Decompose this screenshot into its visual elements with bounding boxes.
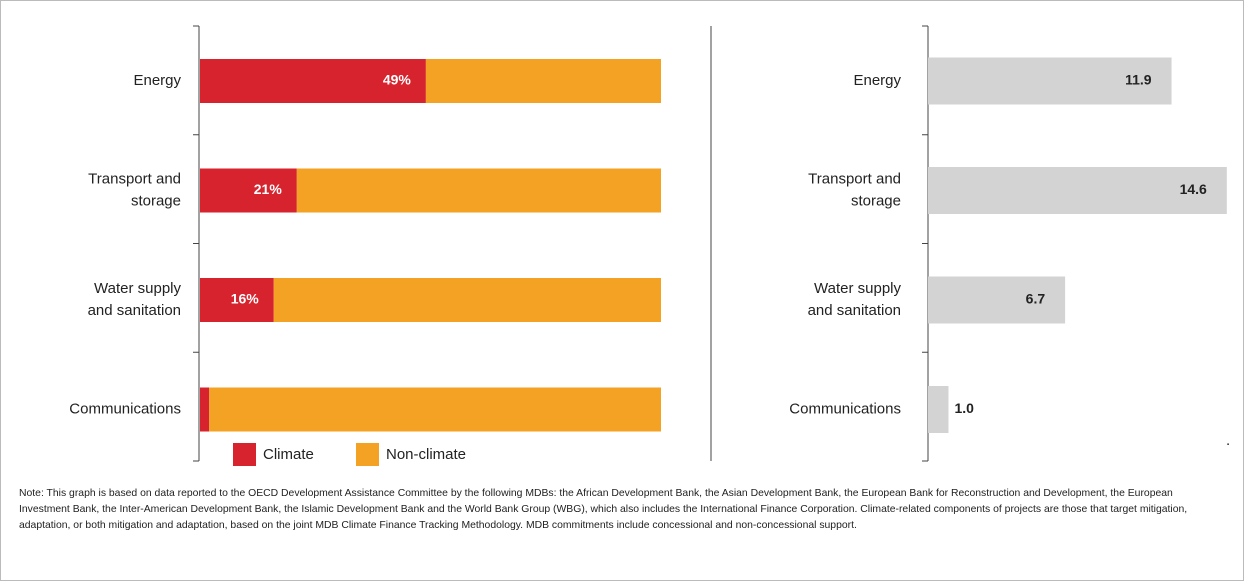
value-label: 49% [383, 72, 412, 88]
legend-label: Climate [263, 446, 314, 463]
note: Note: This graph is based on data report… [19, 488, 1188, 531]
bar [928, 167, 1227, 214]
dot: . [1226, 432, 1230, 449]
category-label: Water supply and sanitation [808, 280, 902, 319]
charts: . Energy 49% Transport and storage 21% Water … [69, 25, 1230, 466]
bar-segment [200, 168, 297, 213]
value-label: 21% [254, 181, 283, 197]
bar-segment [200, 278, 274, 322]
bar-segment [209, 387, 661, 432]
category-label: Communications [69, 400, 181, 417]
bar-segment [273, 278, 661, 322]
value-label: 6.7 [1026, 291, 1046, 307]
bar-segment [425, 59, 661, 103]
category-label: Energy [133, 72, 181, 89]
bar [928, 276, 1066, 324]
value-label: 14.6 [1180, 181, 1207, 197]
legend-swatch [356, 443, 379, 466]
category-label: Transport and storage [808, 170, 901, 209]
category-label: Transport and storage [88, 170, 181, 209]
legend-label: Non-climate [386, 446, 466, 463]
bar [928, 57, 1172, 105]
category-label: Communications [789, 400, 901, 417]
legend-swatch [233, 443, 256, 466]
value-label: 11.9 [1125, 72, 1152, 88]
bar-segment [200, 387, 210, 432]
value-label: 1.0 [954, 400, 974, 416]
category-label: Water supply and sanitation [88, 280, 182, 319]
value-label: 16% [231, 291, 260, 307]
category-label: Energy [853, 72, 901, 89]
bar [928, 386, 949, 433]
bar-segment [200, 59, 426, 103]
bar-segment [296, 168, 661, 213]
